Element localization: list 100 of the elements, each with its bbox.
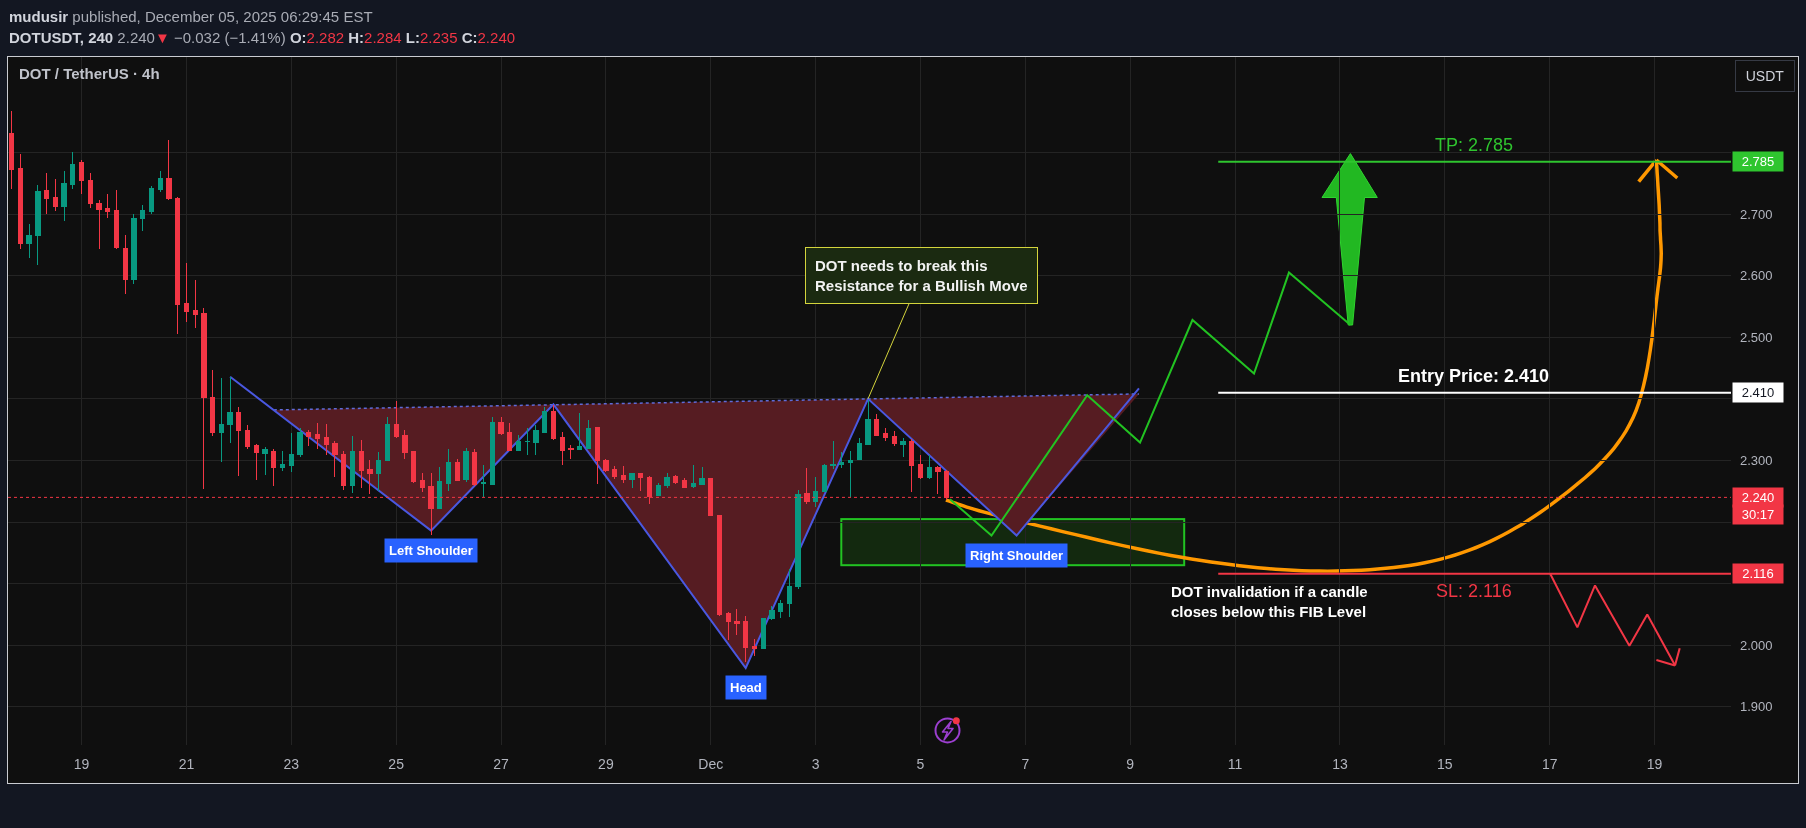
- candlestick: [620, 465, 626, 484]
- candlestick: [515, 434, 522, 452]
- candlestick: [524, 427, 530, 456]
- candlestick: [175, 196, 181, 335]
- candlestick: [52, 178, 58, 212]
- candlestick: [113, 189, 120, 250]
- candlestick: [96, 199, 102, 250]
- candlestick: [498, 416, 504, 436]
- text: mudusir published, December 05, 2025 06:29:45 EST: [9, 8, 373, 26]
- text: 2.410: [1741, 385, 1775, 400]
- y-axis-title: USDT: [1745, 68, 1785, 84]
- candlestick: [209, 369, 216, 437]
- candlestick: [716, 514, 723, 617]
- candlestick: [568, 444, 574, 460]
- candlestick: [297, 427, 303, 458]
- x-tick-label: 21: [178, 756, 195, 772]
- ref-line-label: TP: 2.785: [1435, 135, 1514, 155]
- candlestick: [393, 400, 399, 439]
- candlestick: [306, 429, 312, 447]
- candlestick: [419, 472, 426, 493]
- candlestick: [769, 605, 775, 621]
- candlestick: [314, 422, 321, 450]
- candlestick: [874, 413, 880, 437]
- annotation: Left Shoulder: [389, 543, 473, 558]
- candlestick: [227, 376, 233, 444]
- candlestick: [917, 454, 924, 480]
- candlestick: [865, 399, 871, 446]
- annotation: DOT invalidation if a candle closes below this FIB Level: [1171, 583, 1368, 620]
- candlestick: [480, 464, 487, 498]
- candlestick: [655, 482, 661, 497]
- candlestick: [253, 443, 259, 481]
- candlestick: [699, 466, 705, 486]
- candlestick: [489, 416, 495, 486]
- ref-line-label: SL: 2.116: [1436, 581, 1512, 601]
- candlestick: [105, 193, 111, 219]
- candlestick: [410, 450, 417, 484]
- candlestick: [594, 426, 600, 485]
- candlestick: [725, 611, 731, 641]
- candlestick: [288, 432, 294, 473]
- candlestick: [437, 466, 443, 510]
- y-tick-label: 1.900: [1740, 699, 1773, 715]
- candlestick: [148, 185, 155, 215]
- x-tick-label: 7: [1021, 756, 1030, 772]
- candlestick: [35, 184, 41, 266]
- candlestick: [472, 448, 478, 487]
- text: 2.785: [1741, 154, 1775, 169]
- candlestick: [839, 451, 845, 469]
- text: DOT / TetherUS · 4h: [19, 64, 160, 82]
- x-tick-label: 25: [388, 756, 405, 772]
- x-tick-label: 29: [598, 756, 614, 772]
- candlestick: [909, 438, 915, 493]
- candlestick: [122, 234, 128, 295]
- candlestick: [271, 448, 277, 487]
- candlestick: [638, 473, 644, 492]
- candlestick: [577, 412, 583, 451]
- x-tick-label: 19: [1646, 756, 1663, 772]
- ref-line-label: Entry Price: 2.410: [1398, 366, 1550, 386]
- candlestick: [856, 437, 862, 461]
- candlestick: [751, 638, 758, 657]
- candlestick: [778, 599, 784, 618]
- candlestick: [183, 262, 190, 323]
- candlestick: [358, 439, 364, 489]
- candlestick: [786, 568, 793, 618]
- candlestick: [935, 465, 941, 495]
- x-tick-label: 23: [283, 756, 300, 772]
- candlestick: [201, 307, 207, 490]
- candlestick: [812, 476, 819, 508]
- candlestick: [542, 406, 548, 433]
- candlestick: [367, 459, 373, 495]
- x-tick-label: 13: [1332, 756, 1348, 772]
- text: 2.116: [1742, 566, 1774, 581]
- candlestick: [279, 450, 286, 472]
- candlestick: [454, 458, 460, 482]
- candlestick: [690, 464, 696, 488]
- x-tick-label: 17: [1541, 756, 1558, 772]
- candlestick: [43, 172, 50, 215]
- annotation: DOT needs to break this Resistance for a Bullish Move: [815, 257, 1028, 294]
- candlestick: [341, 450, 347, 491]
- candlestick: [795, 489, 801, 590]
- text: 2.240: [1741, 490, 1775, 505]
- y-tick-label: 2.000: [1740, 637, 1773, 653]
- candlestick: [463, 447, 469, 483]
- candlestick: [262, 446, 268, 476]
- candlestick: [332, 440, 338, 478]
- y-tick-label: 2.300: [1740, 452, 1773, 468]
- candlestick: [218, 377, 225, 463]
- candlestick: [664, 472, 670, 489]
- candlestick: [87, 172, 93, 209]
- candlestick: [743, 615, 749, 663]
- candlestick: [882, 427, 889, 442]
- x-tick-label: 5: [916, 756, 925, 772]
- candlestick: [78, 159, 85, 195]
- candlestick: [445, 448, 452, 492]
- x-tick-label: 27: [493, 756, 510, 772]
- candlestick: [533, 424, 539, 456]
- annotation: Head: [730, 680, 762, 695]
- candlestick: [376, 451, 382, 492]
- candlestick: [507, 422, 513, 452]
- candlestick: [244, 424, 251, 450]
- candlestick: [61, 170, 67, 222]
